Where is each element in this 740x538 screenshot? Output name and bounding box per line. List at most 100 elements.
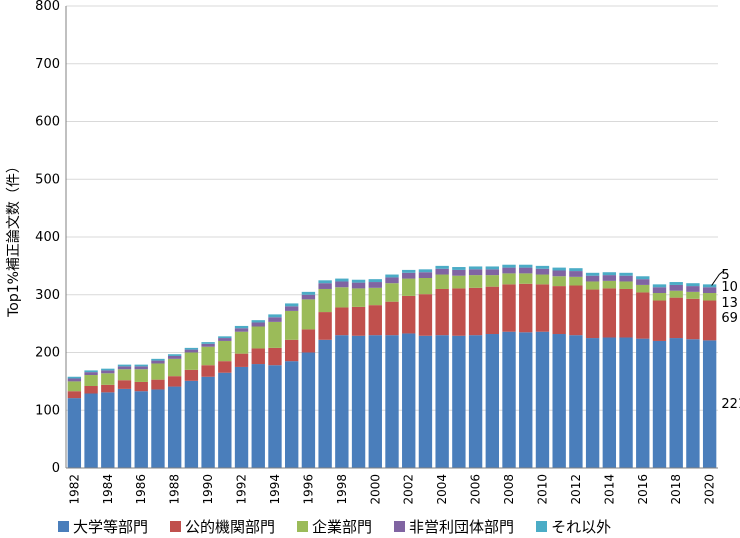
bar-segment	[368, 279, 382, 283]
end-value-label: 13	[721, 296, 738, 311]
bar-segment	[67, 378, 82, 382]
bar-segment	[218, 361, 232, 373]
bar-segment	[234, 366, 249, 468]
bar-segment	[569, 335, 583, 468]
bar-segment	[101, 392, 115, 468]
bar-stack-group	[67, 264, 717, 468]
bar-segment	[468, 269, 483, 276]
bar-segment	[585, 272, 600, 276]
bar-segment	[134, 381, 148, 392]
bar-segment	[636, 284, 650, 293]
bar-segment	[318, 288, 332, 313]
x-tick-label: 1990	[201, 474, 215, 505]
bar-segment	[585, 338, 600, 468]
bar-segment	[418, 278, 433, 295]
bar-segment	[402, 278, 416, 296]
bar-segment	[184, 369, 199, 381]
leader-line	[711, 269, 725, 286]
bar-segment	[268, 365, 282, 468]
end-value-label: 5	[721, 268, 729, 283]
x-tick-label: 2020	[703, 474, 717, 505]
bar-segment	[452, 267, 466, 270]
legend-swatch	[58, 521, 69, 532]
end-value-label: 221	[721, 397, 740, 412]
bar-segment	[435, 335, 449, 468]
bar-segment	[686, 286, 700, 292]
x-tick-label: 2008	[502, 474, 516, 505]
legend-item: 大学等部門	[58, 516, 148, 537]
bar-segment	[318, 312, 332, 340]
bar-segment	[602, 337, 617, 468]
bar-segment	[702, 293, 717, 301]
bar-segment	[84, 375, 98, 386]
bar-segment	[201, 343, 215, 347]
bar-segment	[218, 372, 232, 468]
legend-label: 大学等部門	[73, 518, 149, 536]
x-tick-label: 2018	[669, 474, 683, 505]
y-tick-label: 500	[35, 172, 60, 187]
bar-segment	[502, 284, 516, 332]
bar-segment	[184, 352, 199, 370]
bar-segment	[268, 314, 282, 318]
bar-segment	[101, 368, 115, 371]
legend-item: 公的機関部門	[170, 516, 275, 537]
bar-segment	[234, 328, 249, 332]
bar-segment	[636, 338, 650, 468]
bar-segment	[602, 272, 617, 276]
bar-segment	[318, 339, 332, 468]
bar-segment	[619, 337, 633, 468]
x-tick-label: 1996	[301, 474, 315, 505]
legend-label: 非営利団体部門	[409, 518, 515, 536]
bar-segment	[134, 391, 148, 468]
bar-segment	[301, 299, 316, 330]
bar-segment	[686, 298, 700, 340]
bar-segment	[519, 273, 533, 284]
bar-segment	[602, 275, 617, 281]
bar-segment	[184, 349, 199, 353]
y-tick-label: 800	[35, 0, 60, 14]
bar-segment	[167, 355, 182, 359]
bar-segment	[535, 284, 550, 332]
legend-label: 企業部門	[312, 518, 373, 536]
legend-item: 企業部門	[297, 516, 372, 537]
bar-segment	[335, 287, 349, 308]
legend-swatch	[536, 521, 548, 532]
bar-segment	[117, 366, 132, 370]
bar-segment	[201, 342, 215, 344]
bar-segment	[117, 380, 132, 389]
bar-segment	[101, 370, 115, 374]
bar-segment	[84, 370, 98, 373]
bar-segment	[151, 358, 165, 361]
x-tick-label: 2010	[535, 474, 549, 505]
bar-segment	[418, 269, 433, 273]
bar-segment	[585, 281, 600, 290]
bar-segment	[234, 331, 249, 354]
bar-segment	[652, 340, 667, 468]
bar-segment	[84, 393, 98, 468]
bar-segment	[468, 275, 483, 288]
x-tick-label: 2016	[636, 474, 650, 505]
bar-segment	[435, 288, 449, 336]
bar-segment	[418, 294, 433, 336]
bar-segment	[368, 287, 382, 306]
bar-segment	[468, 335, 483, 468]
bar-segment	[502, 331, 516, 468]
legend-swatch	[170, 521, 182, 532]
x-tick-label: 2014	[602, 474, 616, 505]
bar-segment	[301, 291, 316, 295]
bar-segment	[686, 339, 700, 468]
bar-segment	[134, 369, 148, 382]
bar-segment	[702, 287, 717, 294]
bar-segment	[268, 321, 282, 348]
bar-segment	[285, 303, 299, 307]
bar-segment	[502, 267, 516, 274]
bar-segment	[502, 264, 516, 268]
bar-segment	[535, 331, 550, 468]
bar-segment	[335, 278, 349, 282]
bar-segment	[251, 326, 265, 349]
bar-segment	[268, 347, 282, 366]
x-tick-labels: 1982 1984 1986 1988 1990 1992 1994 1996 1998 2000…	[67, 474, 716, 505]
bar-segment	[251, 348, 265, 365]
bar-segment	[485, 334, 499, 468]
